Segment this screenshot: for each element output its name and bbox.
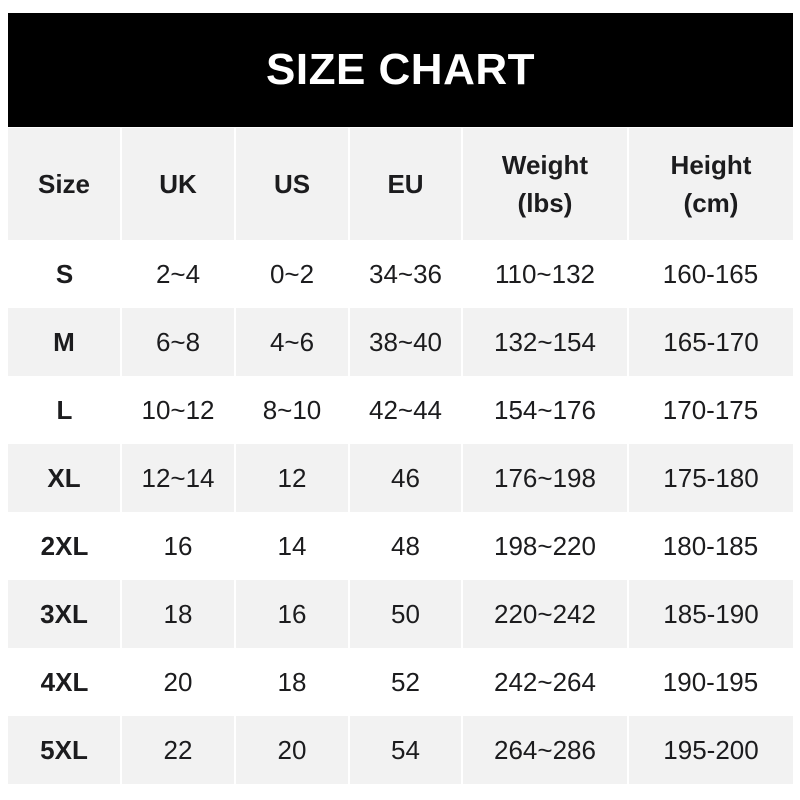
- size-chart-title: SIZE CHART: [8, 13, 793, 127]
- cell-us: 4~6: [235, 308, 350, 376]
- cell-height: 170-175: [662, 394, 759, 425]
- cell-uk: 12~14: [121, 444, 236, 512]
- table-row: XL 12~14 12 46 176~198 175-180: [8, 444, 793, 512]
- cell-us: 20: [235, 716, 350, 784]
- cell-eu: 54: [349, 716, 463, 784]
- cell-size: 2XL: [40, 530, 89, 561]
- cell-height: 175-180: [628, 444, 793, 512]
- cell-eu: 52: [391, 666, 420, 697]
- table-row: 4XL 20 18 52 242~264 190-195: [8, 648, 793, 716]
- cell-eu: 42~44: [368, 394, 443, 425]
- cell-eu: 38~40: [349, 308, 463, 376]
- cell-weight: 198~220: [494, 530, 596, 561]
- header-weight-unit: (lbs): [517, 188, 573, 218]
- cell-weight: 154~176: [494, 394, 596, 425]
- cell-us: 0~2: [269, 258, 315, 289]
- cell-height: 185-190: [628, 580, 793, 648]
- table-row: 5XL 22 20 54 264~286 195-200: [8, 716, 793, 784]
- cell-size: L: [56, 394, 73, 425]
- cell-size: M: [8, 308, 122, 376]
- cell-height: 160-165: [662, 258, 759, 289]
- cell-us: 16: [235, 580, 350, 648]
- cell-size: XL: [8, 444, 122, 512]
- cell-weight: 220~242: [462, 580, 629, 648]
- cell-eu: 50: [349, 580, 463, 648]
- header-eu: EU: [349, 128, 463, 240]
- size-table: Size UK US EU Weight (lbs) Height (cm) S 2~…: [8, 128, 793, 784]
- header-us: US: [235, 128, 350, 240]
- cell-eu: 48: [391, 530, 420, 561]
- cell-weight: 264~286: [462, 716, 629, 784]
- table-row: 2XL 16 14 48 198~220 180-185: [8, 512, 793, 580]
- table-row: 3XL 18 16 50 220~242 185-190: [8, 580, 793, 648]
- cell-eu: 34~36: [368, 258, 443, 289]
- cell-us: 8~10: [262, 394, 322, 425]
- cell-uk: 10~12: [141, 394, 215, 425]
- cell-height: 195-200: [628, 716, 793, 784]
- cell-height: 190-195: [662, 666, 759, 697]
- table-row: M 6~8 4~6 38~40 132~154 165-170: [8, 308, 793, 376]
- header-height-unit: (cm): [683, 188, 739, 218]
- cell-size: 3XL: [8, 580, 122, 648]
- cell-uk: 16: [163, 530, 193, 561]
- cell-uk: 22: [121, 716, 236, 784]
- header-weight-label: Weight: [501, 150, 589, 180]
- cell-uk: 20: [163, 666, 193, 697]
- cell-size: S: [55, 258, 74, 289]
- cell-eu: 46: [349, 444, 463, 512]
- cell-size: 5XL: [8, 716, 122, 784]
- cell-weight: 132~154: [462, 308, 629, 376]
- table-row: L 10~12 8~10 42~44 154~176 170-175: [8, 376, 793, 444]
- cell-size: 4XL: [40, 666, 89, 697]
- header-uk: UK: [121, 128, 236, 240]
- cell-weight: 242~264: [494, 666, 596, 697]
- header-height-label: Height: [670, 150, 752, 180]
- cell-us: 18: [277, 666, 307, 697]
- cell-uk: 6~8: [121, 308, 236, 376]
- cell-weight: 176~198: [462, 444, 629, 512]
- table-row: S 2~4 0~2 34~36 110~132 160-165: [8, 240, 793, 308]
- cell-uk: 18: [121, 580, 236, 648]
- header-weight: Weight (lbs): [462, 128, 629, 240]
- cell-uk: 2~4: [155, 258, 201, 289]
- cell-weight: 110~132: [494, 258, 595, 289]
- table-header-row: Size UK US EU Weight (lbs) Height (cm): [8, 128, 793, 240]
- header-size: Size: [8, 128, 122, 240]
- cell-height: 180-185: [662, 530, 759, 561]
- cell-height: 165-170: [628, 308, 793, 376]
- header-height: Height (cm): [628, 128, 793, 240]
- cell-us: 12: [235, 444, 350, 512]
- cell-us: 14: [277, 530, 307, 561]
